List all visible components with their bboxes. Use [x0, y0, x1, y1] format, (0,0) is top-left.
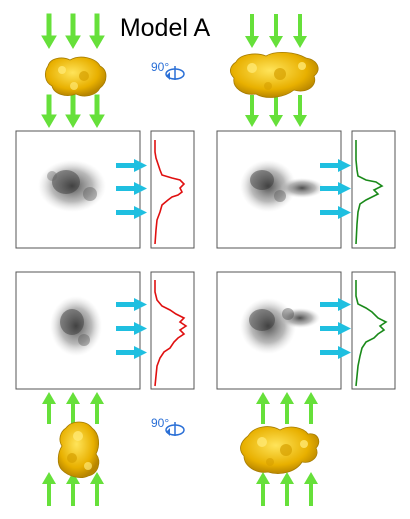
- green-arrow: [304, 472, 318, 506]
- green-arrow: [65, 13, 81, 49]
- cyan-arrows: [116, 159, 351, 359]
- rotation-label-bottom: 90°: [151, 416, 170, 430]
- green-arrow: [293, 14, 307, 48]
- profile-panel-top-left: [150, 130, 195, 249]
- profile-panel-top-right: [351, 130, 396, 249]
- green-arrow: [245, 14, 259, 48]
- green-arrow: [304, 392, 318, 424]
- cyan-arrow: [116, 322, 147, 335]
- structure-model-bottom-right: [240, 426, 320, 474]
- green-arrow: [42, 472, 56, 506]
- density-projection: [240, 160, 324, 212]
- rotation-icon: [165, 422, 185, 436]
- green-arrow: [65, 94, 81, 128]
- green-arrow: [90, 392, 104, 424]
- density-projection: [50, 296, 102, 356]
- cyan-arrow: [320, 182, 351, 195]
- cyan-arrow: [320, 298, 351, 311]
- density-projection: [240, 298, 320, 354]
- green-arrow: [293, 95, 307, 127]
- figure-title: Model A: [119, 14, 211, 42]
- green-arrow: [256, 472, 270, 506]
- green-arrow: [280, 472, 294, 506]
- green-arrow: [89, 94, 105, 128]
- cyan-arrow: [320, 346, 351, 359]
- green-arrow: [66, 472, 80, 506]
- profile-panel-bottom-left: [150, 271, 195, 390]
- green-arrow: [269, 95, 283, 127]
- rotation-icon: [165, 66, 185, 80]
- rotation-label-top: 90°: [151, 60, 170, 74]
- green-arrow: [89, 13, 105, 49]
- green-arrow: [280, 392, 294, 424]
- green-arrows-top-left: [41, 13, 105, 128]
- green-arrow: [256, 392, 270, 424]
- structure-model-top-right: [230, 52, 319, 98]
- cyan-arrow: [116, 182, 147, 195]
- green-arrow: [41, 13, 57, 49]
- green-arrow: [42, 392, 56, 424]
- structure-model-top-left: [44, 56, 107, 97]
- green-arrows-bottom-left: [42, 392, 104, 506]
- green-arrows-top-right: [245, 14, 307, 127]
- green-arrow: [41, 94, 57, 128]
- green-arrows-bottom-right: [256, 392, 318, 506]
- cyan-arrow: [116, 159, 147, 172]
- green-arrow: [245, 95, 259, 127]
- cyan-arrow: [320, 159, 351, 172]
- profile-panel-bottom-right: [351, 271, 396, 390]
- cyan-arrow: [116, 206, 147, 219]
- cyan-arrow: [116, 298, 147, 311]
- green-arrow: [269, 14, 283, 48]
- structure-model-bottom-left: [57, 421, 100, 478]
- density-projection: [38, 160, 106, 212]
- green-arrow: [66, 392, 80, 424]
- cyan-arrow: [116, 346, 147, 359]
- cyan-arrow: [320, 322, 351, 335]
- green-arrow: [90, 472, 104, 506]
- cyan-arrow: [320, 206, 351, 219]
